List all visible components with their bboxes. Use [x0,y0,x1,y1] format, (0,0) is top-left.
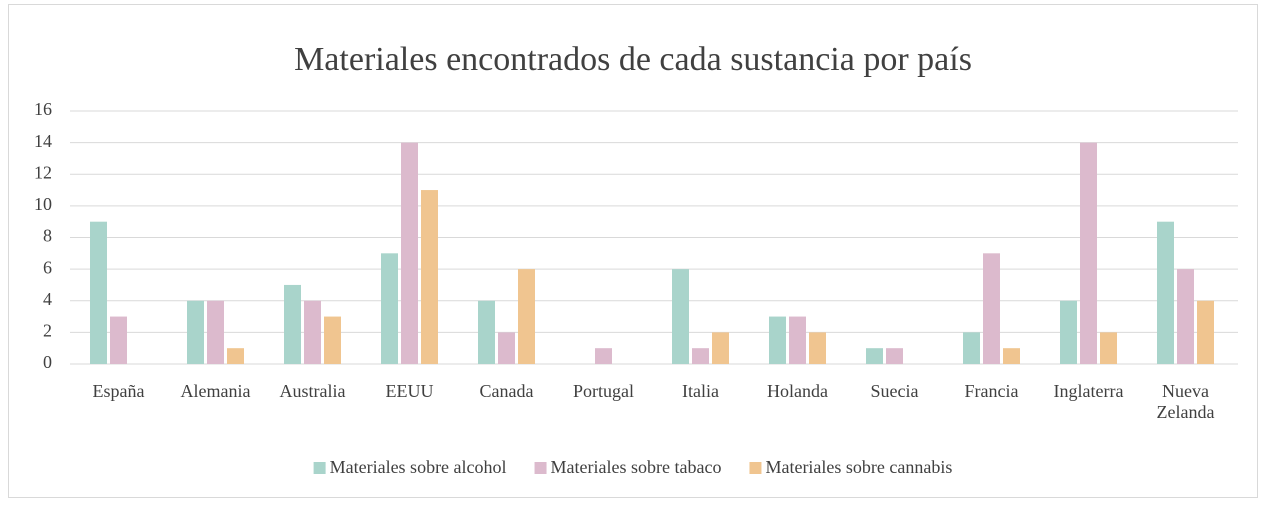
bar [672,269,689,364]
x-tick-label: Holanda [767,381,828,401]
bar [769,316,786,364]
y-tick-label: 14 [34,131,52,151]
x-tick-label: Suecia [871,381,919,401]
y-tick-label: 0 [43,352,52,372]
bar [498,332,515,364]
bar [284,284,301,364]
bar [518,269,535,364]
x-tick-label: Portugal [573,381,634,401]
legend-label: Materiales sobre cannabis [765,457,952,477]
bar [1080,142,1097,364]
bar [809,332,826,364]
bar [207,300,224,364]
x-tick-label: España [93,381,145,401]
bar [110,316,127,364]
x-tick-label: Nueva Zelanda [1157,381,1215,422]
y-tick-label: 6 [43,257,52,277]
bar [401,142,418,364]
bar [324,316,341,364]
bar [866,348,883,364]
bar [1100,332,1117,364]
x-tick-label: Canada [480,381,534,401]
x-tick-label: Australia [280,381,346,401]
legend-label: Materiales sobre tabaco [551,457,722,477]
bar [789,316,806,364]
x-tick-label: Francia [965,381,1019,401]
bar [692,348,709,364]
bar [712,332,729,364]
legend-swatch [534,462,547,474]
bar [304,300,321,364]
bar [227,348,244,364]
legend-swatch [313,462,326,474]
legend-swatch [749,462,762,474]
bar [963,332,980,364]
y-tick-label: 12 [34,162,52,182]
bar [1003,348,1020,364]
bar [187,300,204,364]
y-tick-label: 10 [34,194,52,214]
bar [478,300,495,364]
y-tick-label: 8 [43,226,52,246]
legend-label: Materiales sobre alcohol [330,457,507,477]
y-tick-label: 2 [43,321,52,341]
bar [1060,300,1077,364]
bar [983,253,1000,364]
y-tick-label: 16 [34,99,52,119]
bar [886,348,903,364]
bar [595,348,612,364]
chart-border [8,4,1258,498]
bar [90,221,107,364]
x-tick-label: Italia [682,381,719,401]
x-tick-label: Alemania [181,381,251,401]
y-tick-label: 4 [43,289,52,309]
bar [1197,300,1214,364]
bar [381,253,398,364]
x-tick-label: Inglaterra [1054,381,1124,401]
x-tick-label: EEUU [386,381,434,401]
bar [1177,269,1194,364]
chart-title: Materiales encontrados de cada sustancia… [294,41,972,78]
bar [1157,221,1174,364]
bar [421,190,438,364]
